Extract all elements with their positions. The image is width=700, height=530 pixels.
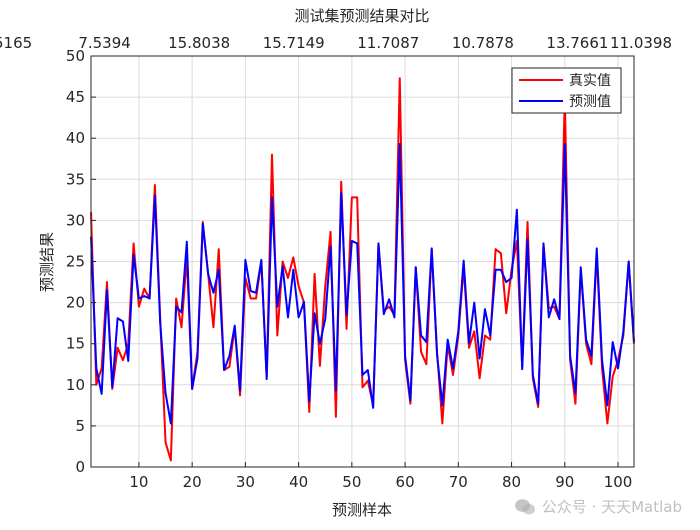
y-tick-label: 10 — [66, 376, 85, 394]
top-value-label: 13.7661 — [546, 34, 608, 52]
legend-label-predicted: 预测值 — [569, 94, 611, 110]
y-tick-label: 30 — [66, 211, 85, 229]
y-tick-label: 0 — [75, 458, 85, 476]
y-tick-label: 5 — [75, 417, 85, 435]
series-line-predicted — [90, 142, 635, 425]
top-value-label: 5165 — [0, 34, 32, 52]
y-tick-label: 35 — [66, 170, 85, 188]
watermark: 公众号 · 天天Matlab — [514, 496, 682, 517]
top-value-label: 7.5394 — [78, 34, 131, 52]
top-value-label: 11.0398 — [610, 34, 672, 52]
legend-box — [511, 67, 622, 114]
top-value-label: 15.7149 — [263, 34, 325, 52]
y-tick-label: 50 — [66, 47, 85, 65]
x-axis-label: 预测样本 — [332, 501, 392, 519]
x-tick-label: 90 — [555, 473, 574, 491]
series-group — [90, 77, 635, 462]
x-tick-label: 80 — [502, 473, 521, 491]
watermark-text: 公众号 · 天天Matlab — [541, 498, 682, 516]
legend: 真实值 预测值 — [511, 67, 622, 114]
y-tick-label: 15 — [66, 335, 85, 353]
top-value-label: 15.8038 — [168, 34, 230, 52]
top-value-label: 10.7878 — [452, 34, 514, 52]
top-labels: 5165 7.5394 15.8038 15.7149 11.7087 10.7878 13… — [0, 34, 672, 52]
x-tick-label: 20 — [183, 473, 202, 491]
wechat-icon — [514, 498, 535, 514]
x-tick-label: 70 — [449, 473, 468, 491]
chart-title: 测试集预测结果对比 — [294, 7, 429, 25]
x-tick-label: 100 — [604, 473, 633, 491]
y-tick-label: 45 — [66, 88, 85, 106]
x-tick-label: 10 — [129, 473, 148, 491]
legend-label-real: 真实值 — [569, 73, 611, 89]
x-tick-label: 50 — [342, 473, 361, 491]
x-tick-label: 30 — [236, 473, 255, 491]
y-tick-label: 20 — [66, 294, 85, 312]
x-tick-label: 60 — [396, 473, 415, 491]
top-value-label: 11.7087 — [357, 34, 419, 52]
ticks: 10 20 30 40 50 60 70 80 90 100 0 5 10 15 20 25 30 35 40 45 5… — [66, 47, 632, 491]
y-tick-label: 25 — [66, 253, 85, 271]
x-tick-label: 40 — [289, 473, 308, 491]
y-axis-label: 预测结果 — [38, 232, 56, 292]
y-tick-label: 40 — [66, 129, 85, 147]
